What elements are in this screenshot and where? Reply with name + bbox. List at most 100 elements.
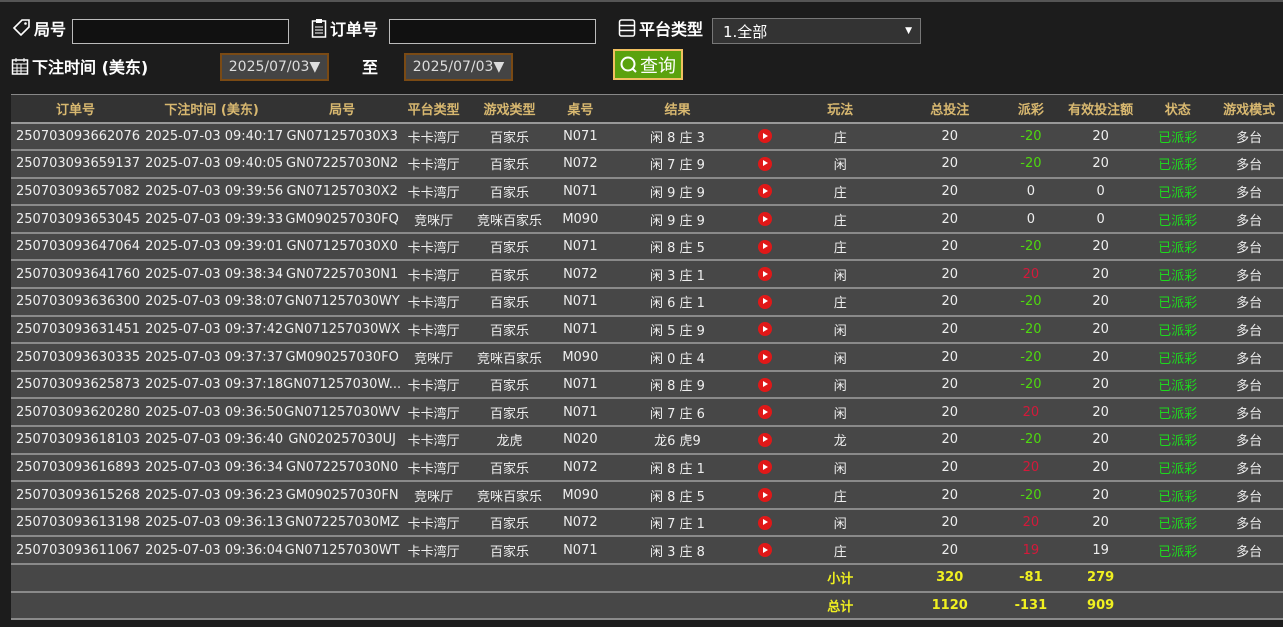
replay-cell[interactable] [747,177,783,207]
play-replay-icon[interactable] [757,184,772,199]
column-header: 桌号 [552,94,608,124]
platform-select[interactable]: 1.全部 ▼ [712,18,921,44]
date-to-picker[interactable]: 2025/07/03 ▼ [404,53,513,81]
table-no-cell: N071 [552,370,608,400]
replay-cell[interactable] [747,370,783,400]
round-id-cell: GN071257030WY [283,288,402,317]
replay-cell[interactable] [747,150,783,179]
platform-cell: 卡卡湾厅 [401,315,467,345]
status-cell: 已派彩 [1140,370,1216,400]
table-no-cell: N072 [552,453,608,483]
play-replay-icon[interactable] [757,432,772,447]
replay-cell[interactable] [747,315,783,345]
bet-time-cell: 2025-07-03 09:37:37 [140,343,284,372]
game-mode-cell: 多台 [1215,508,1283,538]
round-input[interactable] [72,19,289,44]
game-mode-cell: 多台 [1215,177,1283,207]
bet-type-cell: 庄 [782,205,899,234]
total-row-cell [607,591,748,621]
result-cell: 闲 3 庄 1 [607,260,748,290]
round-id-cell: GN071257030WX [283,315,402,345]
table-row: 250703093618103 2025-07-03 09:36:40 GN0202… [11,426,1283,455]
order-id-cell: 250703093620280 [11,398,141,428]
subtotal-row-cell [140,564,284,593]
payout-cell: 20 [1000,508,1061,538]
table-no-cell: M090 [552,343,608,372]
table-no-cell: N020 [552,426,608,455]
game-mode-cell: 多台 [1215,122,1283,152]
play-replay-icon[interactable] [757,322,772,337]
bet-time-cell: 2025-07-03 09:40:17 [140,122,284,152]
game-mode-cell: 多台 [1215,453,1283,483]
query-button[interactable]: 查询 [613,49,683,80]
table-header: 订单号 下注时间 (美东) 局号 平台类型 游戏类型 桌号 结果 玩法 总投注 派彩 有效投注额 状态… [11,94,1283,124]
table-row: 250703093613198 2025-07-03 09:36:13 GN0722… [11,508,1283,538]
play-replay-icon[interactable] [757,350,772,365]
game-type-cell: 龙虎 [466,426,553,455]
order-input[interactable] [389,19,596,44]
total-row-cell [401,591,467,621]
search-icon [620,56,637,73]
bet-time-cell: 2025-07-03 09:37:42 [140,315,284,345]
status-cell: 已派彩 [1140,177,1216,207]
order-id-cell: 250703093616893 [11,453,141,483]
column-header: 派彩 [1000,94,1061,124]
total-row-cell [283,591,402,621]
result-cell: 闲 5 庄 9 [607,315,748,345]
to-label: 至 [362,58,379,77]
replay-cell[interactable] [747,426,783,455]
table-row: 250703093647064 2025-07-03 09:39:01 GN0712… [11,232,1283,262]
column-header: 游戏类型 [466,94,553,124]
valid-bet-cell: 20 [1060,508,1141,538]
game-type-cell: 百家乐 [466,398,553,428]
play-replay-icon[interactable] [757,405,772,420]
round-id-cell: GM090257030FN [283,481,402,510]
table-row: 250703093662076 2025-07-03 09:40:17 GN0712… [11,122,1283,152]
platform-cell: 卡卡湾厅 [401,288,467,317]
play-replay-icon[interactable] [757,488,772,503]
replay-cell[interactable] [747,288,783,317]
tag-icon [12,19,30,37]
play-replay-icon[interactable] [757,212,772,227]
play-replay-icon[interactable] [757,129,772,144]
replay-cell[interactable] [747,481,783,510]
play-replay-icon[interactable] [757,377,772,392]
replay-cell[interactable] [747,205,783,234]
game-mode-cell: 多台 [1215,205,1283,234]
replay-cell[interactable] [747,122,783,152]
subtotal-row-cell: 320 [898,564,1001,593]
play-replay-icon[interactable] [757,294,772,309]
replay-cell[interactable] [747,398,783,428]
replay-cell[interactable] [747,343,783,372]
play-replay-icon[interactable] [757,156,772,171]
replay-cell[interactable] [747,508,783,538]
replay-cell[interactable] [747,453,783,483]
result-cell: 闲 0 庄 4 [607,343,748,372]
platform-cell: 卡卡湾厅 [401,260,467,290]
play-replay-icon[interactable] [757,515,772,530]
valid-bet-cell: 19 [1060,536,1141,565]
order-id-cell: 250703093647064 [11,232,141,262]
total-bet-cell: 20 [898,315,1001,345]
play-replay-icon[interactable] [757,460,772,475]
total-row-cell: 总计 [782,591,899,621]
status-cell: 已派彩 [1140,122,1216,152]
table-no-cell: N072 [552,150,608,179]
play-replay-icon[interactable] [757,239,772,254]
order-id-cell: 250703093636300 [11,288,141,317]
subtotal-row-cell [11,564,141,593]
play-replay-icon[interactable] [757,543,772,558]
date-from-picker[interactable]: 2025/07/03 ▼ [220,53,329,81]
round-id-cell: GM090257030FO [283,343,402,372]
table-no-cell: N071 [552,232,608,262]
play-replay-icon[interactable] [757,267,772,282]
valid-bet-cell: 20 [1060,426,1141,455]
game-type-cell: 百家乐 [466,288,553,317]
replay-cell[interactable] [747,232,783,262]
round-id-cell: GN072257030N1 [283,260,402,290]
column-header: 局号 [283,94,402,124]
replay-cell[interactable] [747,536,783,565]
replay-cell[interactable] [747,260,783,290]
platform-cell: 卡卡湾厅 [401,370,467,400]
platform-cell: 卡卡湾厅 [401,150,467,179]
